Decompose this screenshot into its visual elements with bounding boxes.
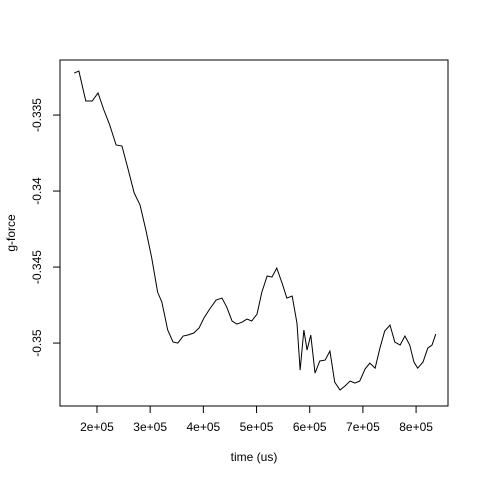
x-tick-label: 3e+05 <box>133 420 167 434</box>
y-axis-title: g-force <box>4 214 18 252</box>
x-tick-label: 5e+05 <box>240 420 274 434</box>
x-tick-label: 6e+05 <box>293 420 327 434</box>
y-tick-label: -0.335 <box>30 98 44 132</box>
x-tick-label: 4e+05 <box>186 420 220 434</box>
x-axis-title: time (us) <box>231 450 278 464</box>
x-tick-label: 2e+05 <box>80 420 114 434</box>
y-tick-label: -0.345 <box>30 250 44 284</box>
y-tick-label: -0.35 <box>30 329 44 357</box>
data-line <box>73 70 437 391</box>
x-tick-label: 7e+05 <box>346 420 380 434</box>
plot-box <box>59 59 449 407</box>
x-tick-label: 8e+05 <box>399 420 433 434</box>
y-tick-label: -0.34 <box>30 177 44 205</box>
